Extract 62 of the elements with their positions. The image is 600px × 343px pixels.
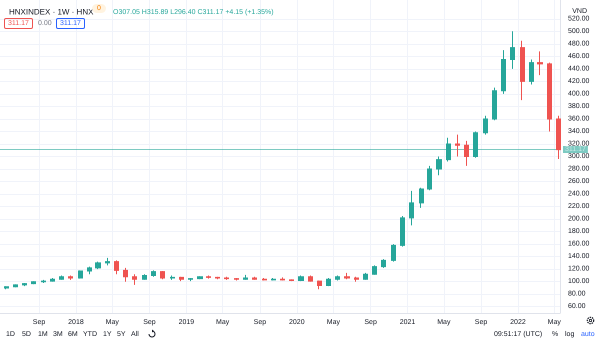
candlestick <box>123 267 128 282</box>
candlestick <box>326 277 331 287</box>
candlestick <box>427 165 432 191</box>
candlestick <box>537 50 543 76</box>
candlestick <box>556 115 561 160</box>
candlestick <box>344 272 350 280</box>
candlestick <box>483 115 488 136</box>
candlestick <box>363 272 368 280</box>
candlestick <box>335 274 340 281</box>
candlestick <box>271 277 276 281</box>
candlestick <box>243 274 248 280</box>
candlestick <box>400 215 405 248</box>
candlestick <box>31 280 36 285</box>
candlestick <box>436 156 442 176</box>
candlestick <box>419 187 424 208</box>
candlestick <box>22 282 27 287</box>
candlestick <box>197 276 203 280</box>
candlestick <box>446 137 451 162</box>
candlestick <box>13 284 18 288</box>
candlestick <box>151 270 156 278</box>
candlestick <box>224 276 229 280</box>
candlestick <box>215 276 220 280</box>
candlestick <box>381 258 386 268</box>
candlestick <box>50 277 55 282</box>
candlestick <box>372 264 377 276</box>
candlestick <box>473 130 478 158</box>
candlestick <box>188 277 193 282</box>
candlestick <box>501 50 506 94</box>
candlestick <box>206 274 211 280</box>
candlestick <box>298 274 304 282</box>
candlestick <box>409 190 414 226</box>
candlestick <box>354 276 359 282</box>
candlestick <box>78 270 83 280</box>
candlestick <box>68 274 73 280</box>
candlestick <box>4 286 9 290</box>
candlestick <box>179 276 184 282</box>
candlestick <box>308 274 313 282</box>
candlestick <box>234 277 239 281</box>
candlestick <box>464 140 469 166</box>
candlestick <box>455 134 460 157</box>
candlestick <box>114 260 119 275</box>
candlestick <box>170 274 175 280</box>
candlestick <box>142 274 147 280</box>
candlestick <box>160 270 165 280</box>
candlestick <box>95 261 101 270</box>
candlestick <box>547 62 552 132</box>
candlestick <box>391 244 396 262</box>
candlestick <box>252 276 257 280</box>
candlestick <box>87 266 92 275</box>
candlestick <box>105 257 110 266</box>
candlestick <box>132 274 137 286</box>
candlestick <box>289 278 294 282</box>
text: HNXINDEX · 1W · HNX <box>9 8 94 16</box>
candlestick <box>492 87 497 121</box>
candlestick <box>529 58 534 86</box>
candlestick <box>510 30 515 70</box>
candlestick <box>317 280 322 290</box>
candlestick <box>262 277 267 281</box>
candlestick <box>520 40 525 101</box>
candlestick <box>280 276 285 281</box>
candlestick <box>59 274 64 280</box>
candlestick <box>41 279 46 284</box>
